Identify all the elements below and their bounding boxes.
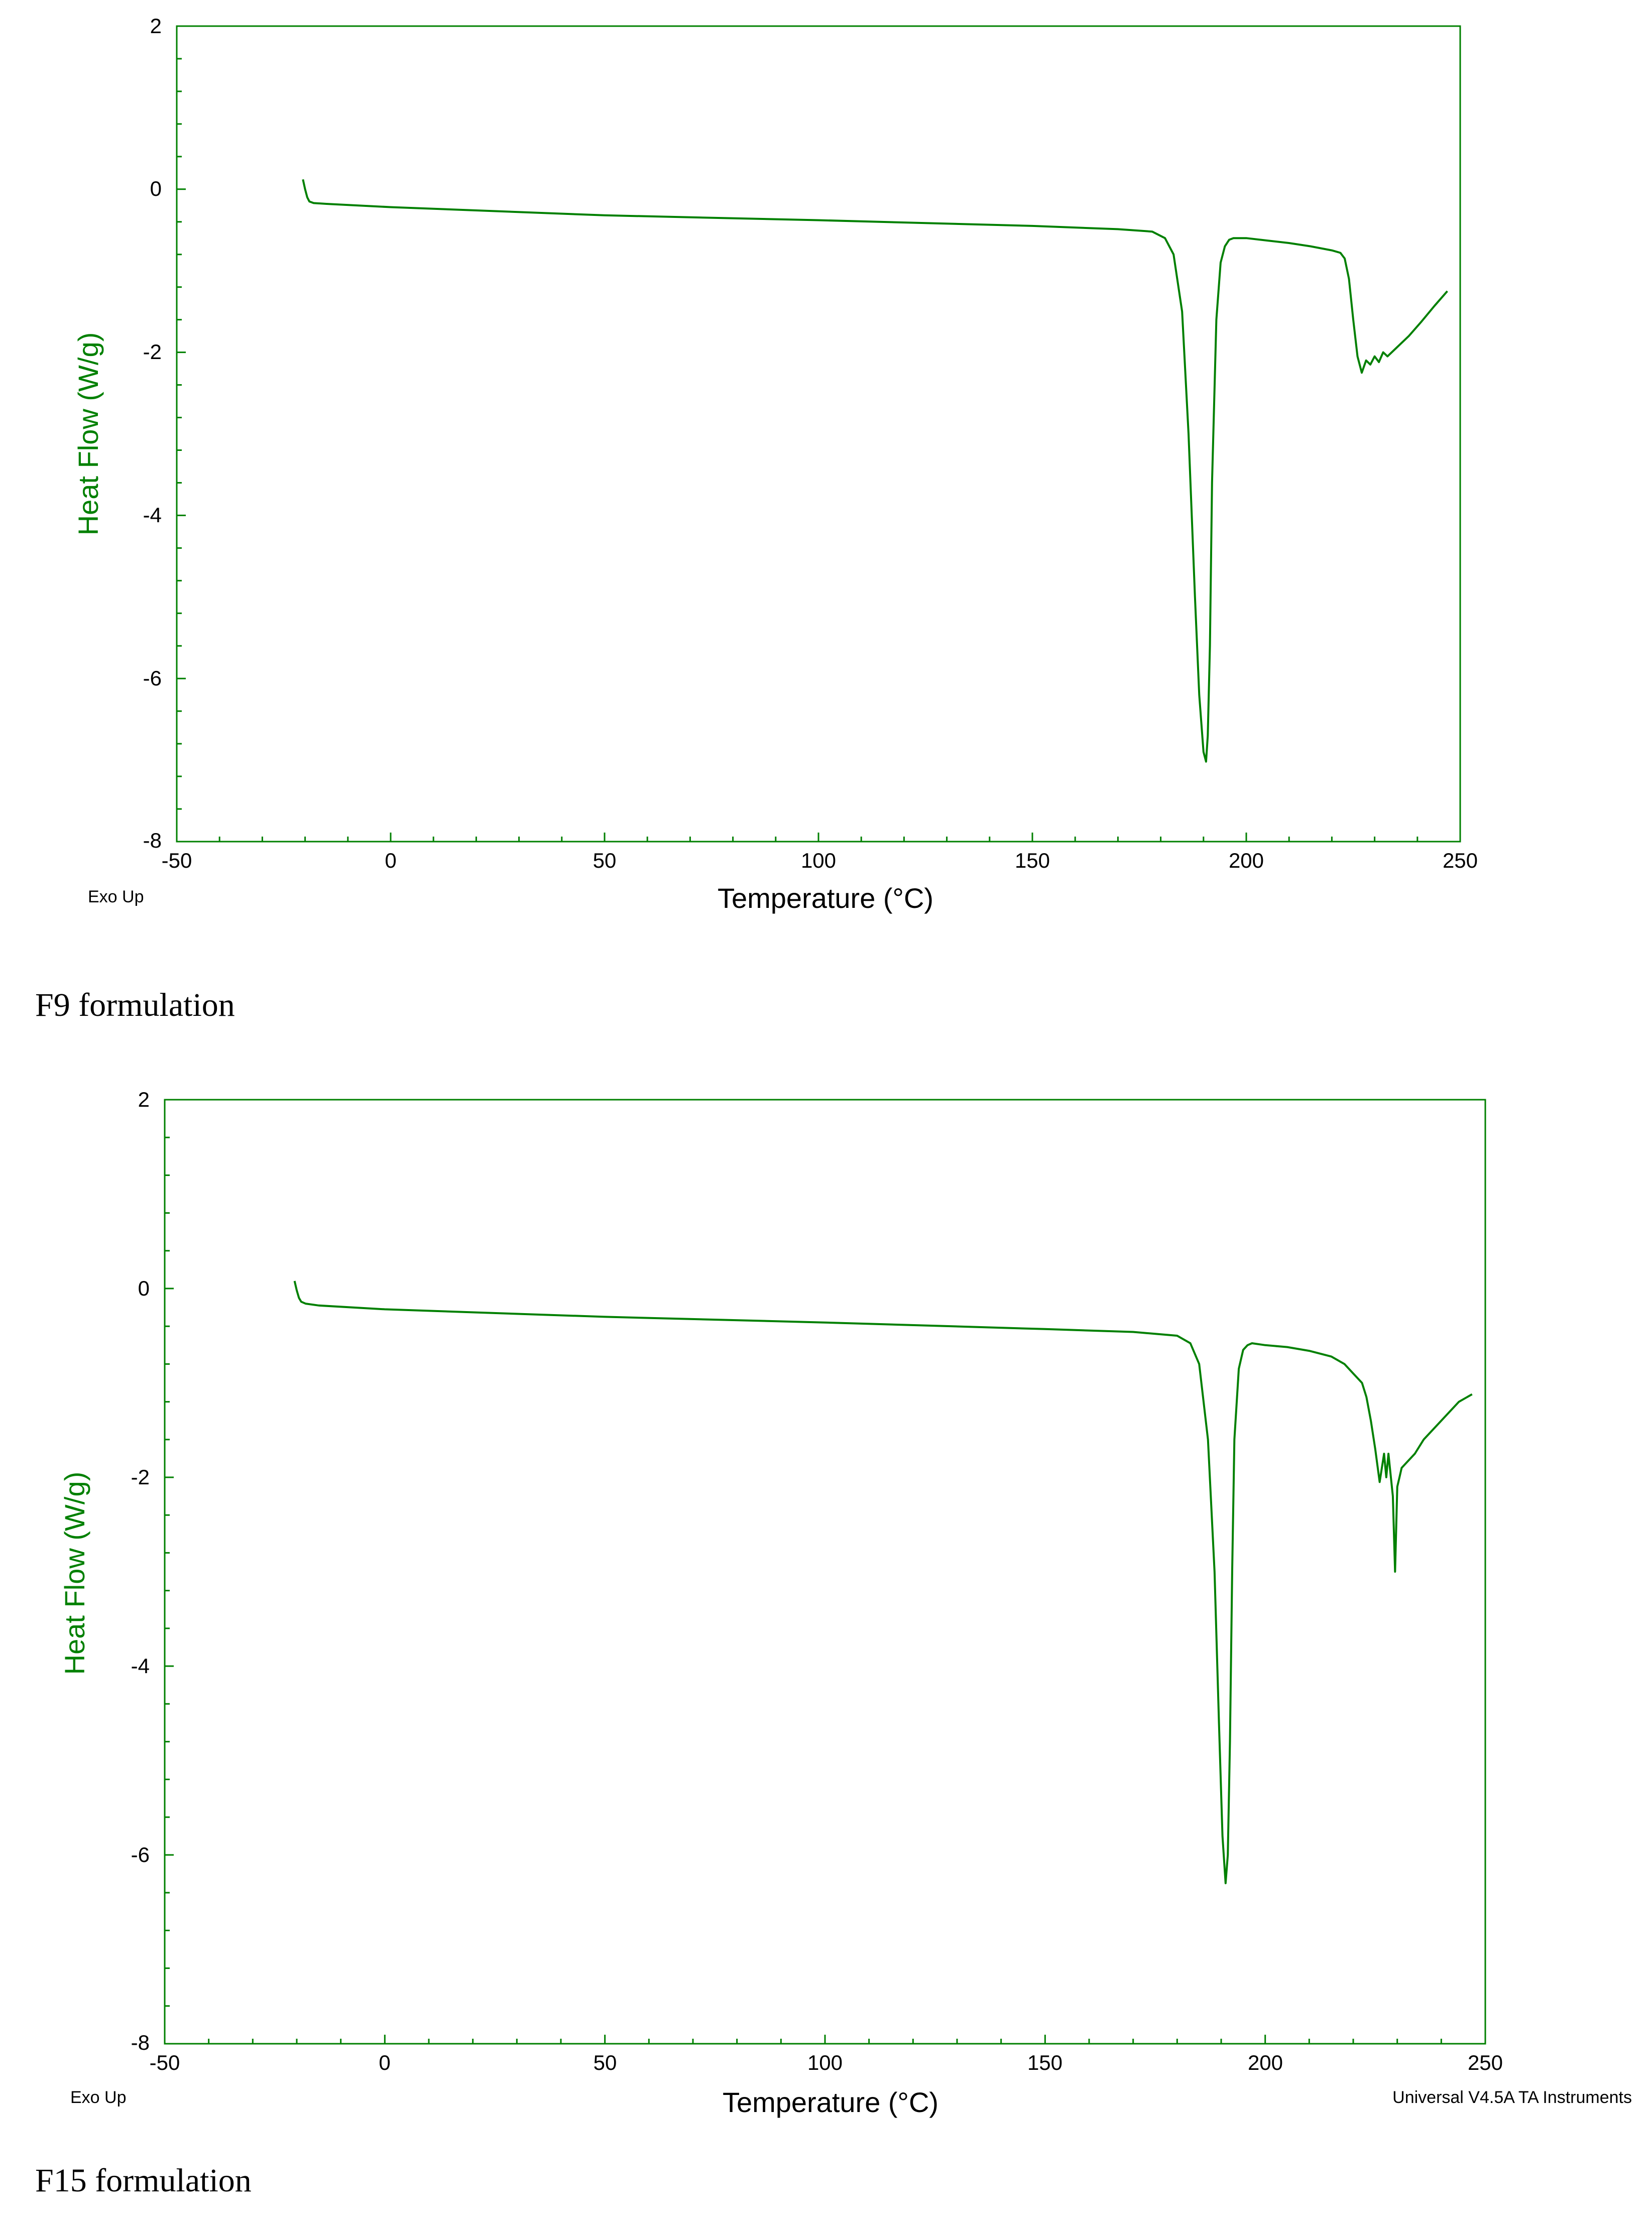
y-minor-ticks bbox=[177, 25, 186, 843]
exo-up-note: Exo Up bbox=[70, 2088, 127, 2107]
x-tick-label: 100 bbox=[807, 2051, 843, 2074]
y-tick-label: 2 bbox=[150, 14, 162, 38]
y-tick-label: -2 bbox=[131, 1465, 150, 1489]
plot-frame bbox=[176, 25, 1461, 843]
figure-caption: F9 formulation bbox=[35, 987, 235, 1023]
x-minor-ticks bbox=[176, 833, 1461, 842]
y-tick-label: 0 bbox=[138, 1276, 150, 1300]
x-minor-ticks bbox=[164, 2035, 1486, 2044]
x-tick-label: -50 bbox=[162, 849, 192, 872]
chart-f9: 2 0 -2 -4 -6 -8 -50 0 50 100 150 200 250… bbox=[35, 14, 1478, 1023]
y-tick-label: -8 bbox=[143, 829, 162, 852]
x-tick-label: 0 bbox=[379, 2051, 390, 2074]
x-tick-label: 100 bbox=[801, 849, 836, 872]
chart-f15: 2 0 -2 -4 -6 -8 -50 0 50 100 150 200 250… bbox=[35, 1088, 1632, 2199]
x-tick-label: 200 bbox=[1248, 2051, 1283, 2074]
heat-flow-curve bbox=[293, 1280, 1473, 1885]
y-tick-label: -4 bbox=[131, 1654, 150, 1678]
y-axis-title: Heat Flow (W/g) bbox=[72, 332, 104, 536]
x-tick-label: 250 bbox=[1468, 2051, 1503, 2074]
y-tick-label: -8 bbox=[131, 2031, 150, 2054]
x-tick-label: -50 bbox=[150, 2051, 180, 2074]
x-tick-label: 200 bbox=[1229, 849, 1264, 872]
y-axis-title: Heat Flow (W/g) bbox=[59, 1472, 90, 1675]
figure-caption: F15 formulation bbox=[35, 2162, 252, 2199]
plot-frame bbox=[164, 1099, 1486, 2045]
x-tick-label: 0 bbox=[385, 849, 396, 872]
x-tick-label: 50 bbox=[594, 2051, 617, 2074]
y-tick-label: 2 bbox=[138, 1088, 150, 1111]
y-tick-label: -4 bbox=[143, 503, 162, 527]
x-axis-title: Temperature (°C) bbox=[723, 2086, 938, 2118]
y-tick-label: -2 bbox=[143, 340, 162, 364]
software-note: Universal V4.5A TA Instruments bbox=[1392, 2088, 1632, 2107]
heat-flow-curve bbox=[302, 179, 1448, 763]
y-minor-ticks bbox=[165, 1099, 174, 2045]
y-tick-label: -6 bbox=[131, 1843, 150, 1866]
exo-up-note: Exo Up bbox=[88, 887, 144, 906]
x-tick-label: 150 bbox=[1015, 849, 1050, 872]
x-tick-label: 250 bbox=[1443, 849, 1478, 872]
y-tick-label: -6 bbox=[143, 666, 162, 690]
y-tick-label: 0 bbox=[150, 177, 162, 200]
x-tick-label: 50 bbox=[593, 849, 617, 872]
x-axis-title: Temperature (°C) bbox=[718, 882, 933, 914]
x-tick-label: 150 bbox=[1027, 2051, 1063, 2074]
